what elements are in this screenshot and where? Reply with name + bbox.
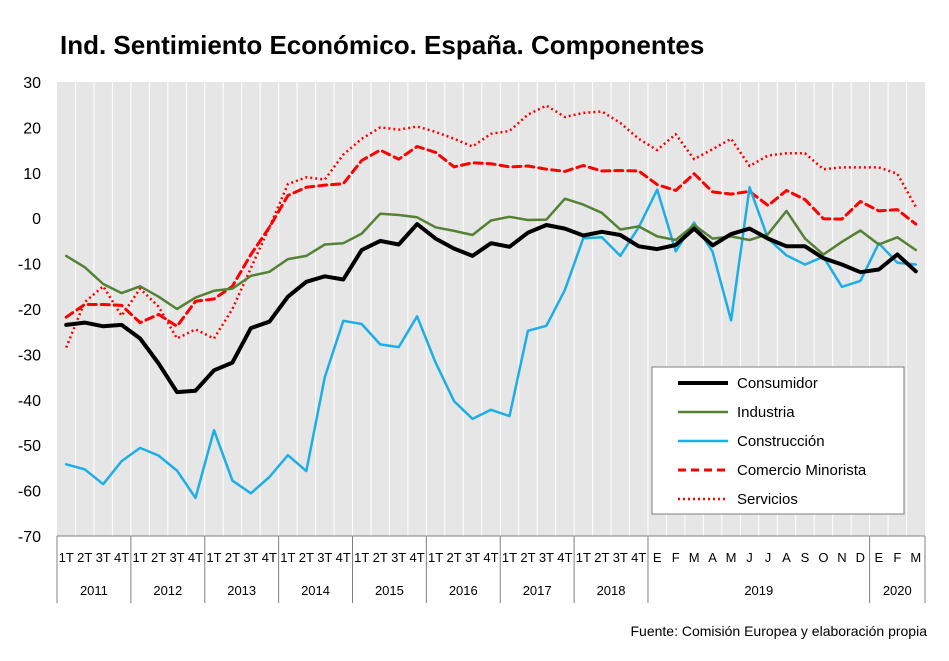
year-label: 2013 [227, 583, 256, 598]
legend-label: Consumidor [737, 375, 818, 392]
x-tick-label: 1T [502, 550, 517, 565]
x-tick-label: 2T [594, 550, 609, 565]
x-tick-label: 3T [169, 550, 184, 565]
y-tick-label: 0 [32, 211, 41, 228]
x-tick-label: 4T [188, 550, 203, 565]
x-tick-label: 1T [59, 550, 74, 565]
x-tick-label: 4T [557, 550, 572, 565]
y-tick-label: -70 [18, 529, 41, 546]
x-tick-label: 1T [354, 550, 369, 565]
x-tick-label: 1T [428, 550, 443, 565]
x-tick-label: 3T [243, 550, 258, 565]
year-label: 2011 [80, 583, 108, 598]
y-tick-label: 30 [23, 75, 41, 92]
y-tick-label: -10 [18, 257, 41, 274]
x-tick-label: 4T [262, 550, 277, 565]
x-tick-label: 3T [539, 550, 554, 565]
legend-label: Construcción [737, 433, 825, 450]
x-tick-label: A [708, 550, 717, 565]
x-tick-label: F [672, 550, 680, 565]
x-tick-label: 4T [483, 550, 498, 565]
x-tick-label: 1T [576, 550, 591, 565]
legend-label: Industria [737, 404, 795, 421]
year-label: 2020 [883, 583, 912, 598]
x-tick-label: 1T [206, 550, 221, 565]
x-tick-label: M [689, 550, 700, 565]
year-label: 2016 [449, 583, 478, 598]
x-tick-label: 4T [114, 550, 129, 565]
x-tick-label: 2T [373, 550, 388, 565]
x-tick-label: 3T [96, 550, 111, 565]
y-tick-label: -50 [18, 438, 41, 455]
y-tick-label: 20 [23, 120, 41, 137]
year-label: 2017 [523, 583, 552, 598]
y-tick-label: -30 [18, 347, 41, 364]
series-line-industria [64, 197, 918, 311]
x-tick-label: J [746, 550, 753, 565]
year-label: 2015 [375, 583, 404, 598]
x-tick-label: 2T [299, 550, 314, 565]
x-tick-label: 3T [465, 550, 480, 565]
x-tick-label: N [837, 550, 846, 565]
x-tick-label: S [801, 550, 810, 565]
legend-label: Servicios [737, 491, 798, 508]
x-tick-label: 4T [631, 550, 646, 565]
series-line-construcción [64, 186, 918, 500]
x-tick-label: 3T [391, 550, 406, 565]
x-tick-label: M [726, 550, 737, 565]
x-tick-label: J [765, 550, 772, 565]
x-tick-label: M [910, 550, 921, 565]
x-tick-label: 2T [520, 550, 535, 565]
x-tick-label: 1T [133, 550, 148, 565]
y-tick-label: -40 [18, 393, 41, 410]
year-label: 2019 [744, 583, 773, 598]
x-tick-label: 2T [151, 550, 166, 565]
y-tick-label: -20 [18, 302, 41, 319]
x-tick-label: A [782, 550, 791, 565]
y-tick-label: -60 [18, 484, 41, 501]
series-line-comercio-minorista [64, 145, 918, 328]
year-label: 2018 [597, 583, 626, 598]
x-tick-label: 1T [280, 550, 295, 565]
x-tick-label: 3T [317, 550, 332, 565]
x-tick-label: 4T [336, 550, 351, 565]
series-line-consumidor [64, 222, 918, 395]
x-tick-label: 4T [410, 550, 425, 565]
x-tick-label: E [653, 550, 662, 565]
chart-title: Ind. Sentimiento Económico. España. Comp… [60, 30, 705, 60]
x-tick-label: 3T [613, 550, 628, 565]
year-label: 2014 [301, 583, 330, 598]
series-line-servicios [65, 104, 917, 349]
x-tick-label: E [874, 550, 883, 565]
x-tick-label: F [893, 550, 901, 565]
y-tick-label: 10 [23, 166, 41, 183]
source-note: Fuente: Comisión Europea y elaboración p… [630, 623, 927, 639]
x-tick-label: 2T [77, 550, 92, 565]
legend-label: Comercio Minorista [737, 462, 867, 479]
x-tick-label: O [818, 550, 828, 565]
year-label: 2012 [153, 583, 182, 598]
x-tick-label: 2T [446, 550, 461, 565]
x-tick-label: 2T [225, 550, 240, 565]
x-tick-label: D [856, 550, 865, 565]
